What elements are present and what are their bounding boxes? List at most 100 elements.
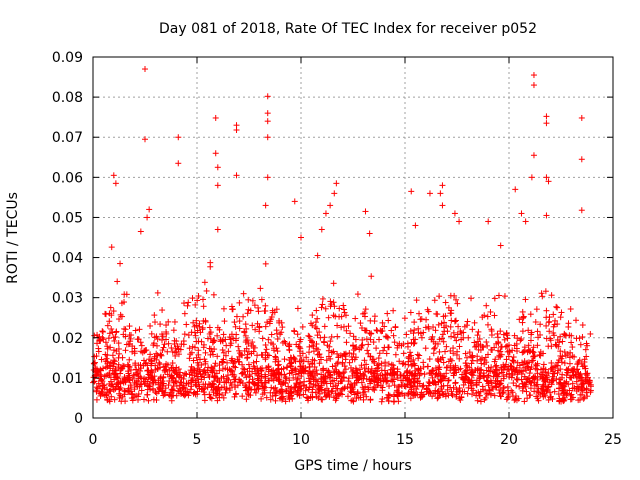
data-point (131, 348, 138, 355)
data-point (519, 315, 526, 322)
data-point (562, 332, 569, 339)
data-point (194, 391, 201, 398)
data-point (229, 371, 236, 378)
data-point (147, 322, 154, 329)
data-point (213, 390, 220, 397)
data-point (321, 323, 328, 330)
data-point (405, 390, 412, 397)
data-point-peak (214, 164, 221, 171)
data-point (442, 312, 449, 319)
data-point (246, 373, 253, 380)
data-point (430, 350, 437, 357)
data-point (349, 372, 356, 379)
data-point (192, 332, 199, 339)
data-point (207, 263, 214, 270)
data-point (521, 344, 528, 351)
data-point (186, 371, 193, 378)
data-point-peak (233, 172, 240, 179)
data-point (257, 368, 264, 375)
data-point (577, 391, 584, 398)
data-point (498, 393, 505, 400)
data-point (114, 381, 121, 388)
data-point (199, 326, 206, 333)
data-point (197, 371, 204, 378)
data-point (287, 386, 294, 393)
data-point (571, 353, 578, 360)
data-point (265, 366, 272, 373)
data-point (491, 358, 498, 365)
data-point (145, 397, 152, 404)
data-point (229, 358, 236, 365)
data-point (530, 349, 537, 356)
data-point-peak (264, 134, 271, 141)
data-point (291, 384, 298, 391)
data-point (250, 359, 257, 366)
data-point (163, 366, 170, 373)
data-point (375, 364, 382, 371)
data-point (469, 326, 476, 333)
data-point (478, 360, 485, 367)
data-point (305, 332, 312, 339)
data-point (141, 396, 148, 403)
data-point (163, 322, 170, 329)
data-point (201, 356, 208, 363)
data-point (464, 354, 471, 361)
data-point (273, 306, 280, 313)
data-point (447, 323, 454, 330)
data-point (348, 389, 355, 396)
data-point (322, 375, 329, 382)
data-point (245, 361, 252, 368)
data-point (231, 384, 238, 391)
data-point (443, 343, 450, 350)
data-point (121, 291, 128, 298)
data-point (500, 375, 507, 382)
data-point (378, 360, 385, 367)
data-point (554, 304, 561, 311)
data-point (411, 319, 418, 326)
data-point (371, 370, 378, 377)
data-point (349, 356, 356, 363)
data-point (358, 379, 365, 386)
data-point (586, 377, 593, 384)
data-point (314, 332, 321, 339)
data-point (448, 388, 455, 395)
data-point (131, 386, 138, 393)
data-point (548, 359, 555, 366)
data-point (321, 334, 328, 341)
data-point (578, 381, 585, 388)
data-point (523, 388, 530, 395)
data-point (520, 348, 527, 355)
data-point (303, 394, 310, 401)
data-point (309, 312, 316, 319)
data-point (445, 377, 452, 384)
data-point (520, 361, 527, 368)
data-point (266, 318, 273, 325)
data-point (171, 337, 178, 344)
data-point (231, 393, 238, 400)
data-point (162, 368, 169, 375)
data-point (294, 331, 301, 338)
data-point (252, 389, 259, 396)
data-point (469, 357, 476, 364)
data-point (560, 396, 567, 403)
data-point (168, 397, 175, 404)
data-point (272, 354, 279, 361)
data-point (105, 335, 112, 342)
data-point (236, 299, 243, 306)
data-point (136, 383, 143, 390)
data-point (109, 352, 116, 359)
data-point (396, 358, 403, 365)
data-point (200, 389, 207, 396)
data-point (480, 344, 487, 351)
data-point (487, 367, 494, 374)
data-point (435, 321, 442, 328)
data-point (566, 360, 573, 367)
data-point (510, 380, 517, 387)
data-point (110, 360, 117, 367)
data-point-peak (233, 127, 240, 134)
data-point (443, 370, 450, 377)
data-point (453, 296, 460, 303)
data-point (214, 324, 221, 331)
data-point (365, 368, 372, 375)
data-point (579, 322, 586, 329)
